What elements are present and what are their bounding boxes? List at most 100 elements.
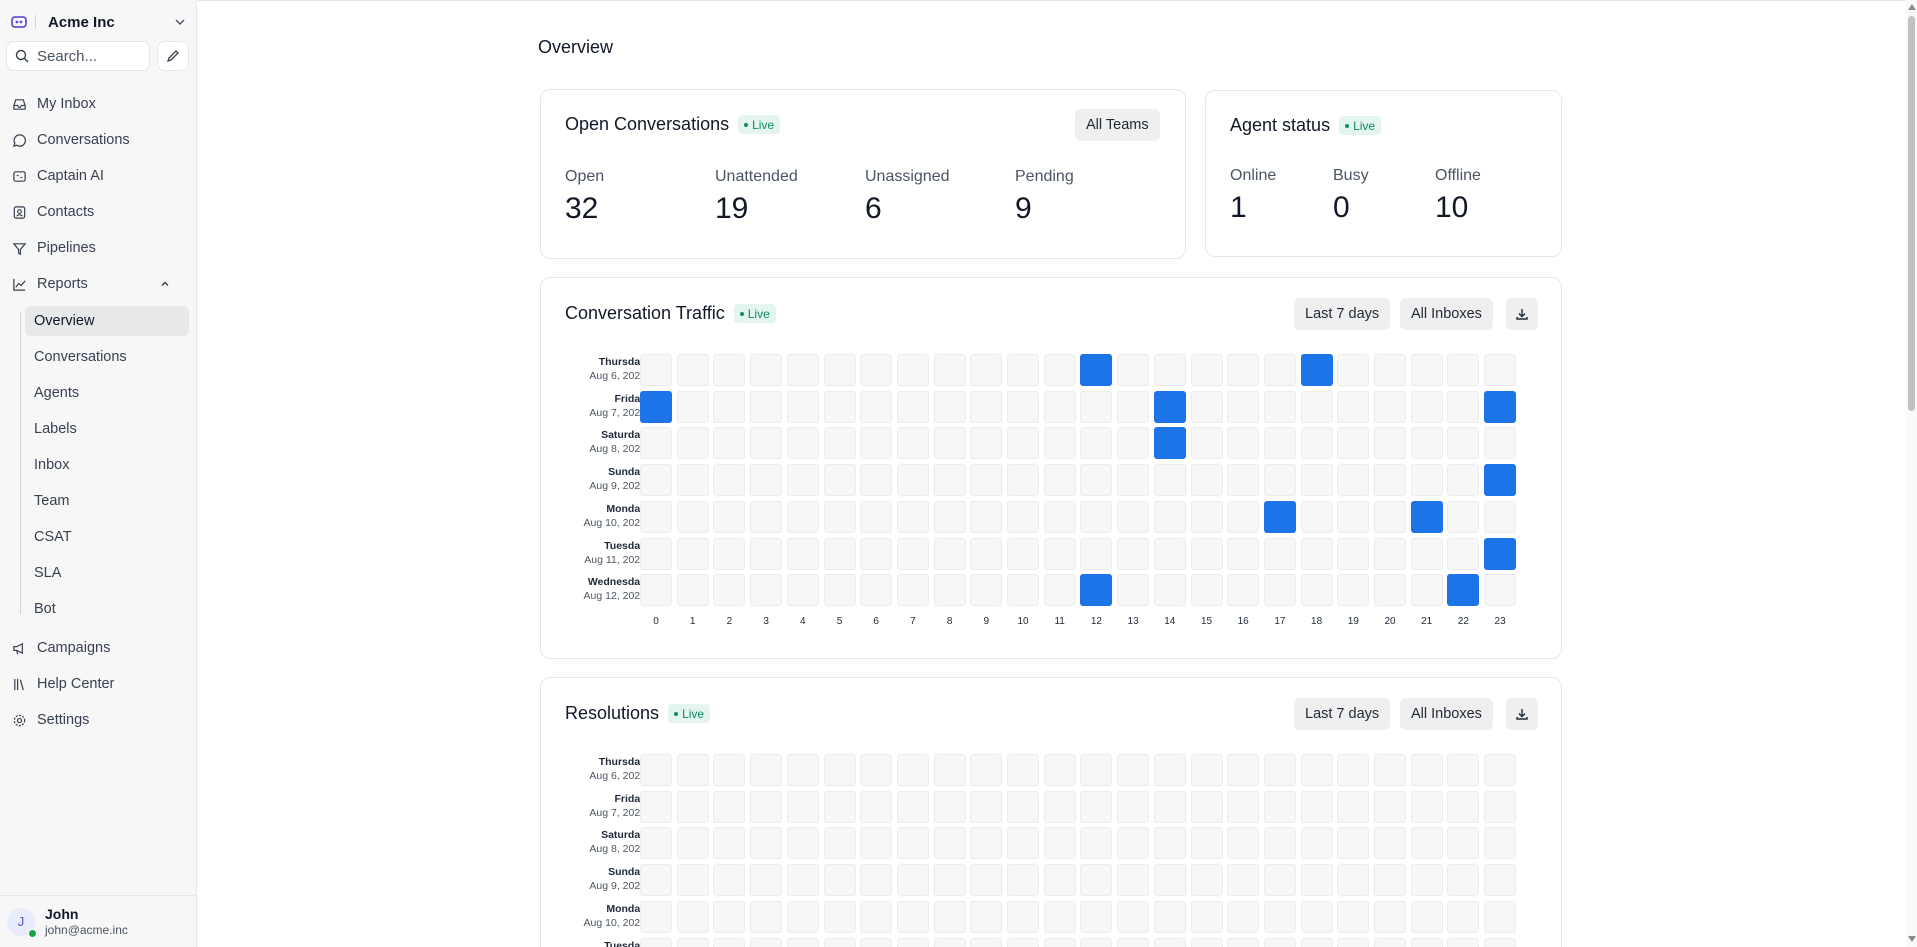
heatmap-cell-row5-hour22[interactable] xyxy=(1447,537,1480,570)
heatmap-cell-row2-hour0[interactable] xyxy=(640,827,672,860)
heatmap-cell-row3-hour10[interactable] xyxy=(1007,864,1039,897)
heatmap-cell-row2-hour16[interactable] xyxy=(1227,427,1260,460)
heatmap-cell-row1-hour22[interactable] xyxy=(1447,790,1480,823)
heatmap-cell-row1-hour1[interactable] xyxy=(676,390,709,423)
heatmap-cell-row3-hour16[interactable] xyxy=(1227,864,1260,897)
heatmap-cell-row4-hour22[interactable] xyxy=(1447,500,1480,533)
heatmap-cell-row5-hour18[interactable] xyxy=(1300,537,1333,570)
heatmap-cell-row1-hour17[interactable] xyxy=(1263,790,1296,823)
heatmap-cell-row0-hour21[interactable] xyxy=(1410,354,1443,386)
heatmap-cell-row1-hour4[interactable] xyxy=(786,790,819,823)
heatmap-cell-row5-hour16[interactable] xyxy=(1227,537,1260,570)
heatmap-cell-row0-hour22[interactable] xyxy=(1447,754,1480,786)
heatmap-cell-row4-hour13[interactable] xyxy=(1117,500,1150,533)
heatmap-cell-row4-hour11[interactable] xyxy=(1043,900,1076,933)
heatmap-cell-row1-hour0[interactable] xyxy=(640,790,672,823)
heatmap-cell-row1-hour17[interactable] xyxy=(1263,390,1296,423)
heatmap-cell-row2-hour18[interactable] xyxy=(1300,827,1333,860)
heatmap-cell-row4-hour1[interactable] xyxy=(676,900,709,933)
scroll-down-arrow-icon[interactable] xyxy=(1908,936,1916,942)
heatmap-cell-row0-hour1[interactable] xyxy=(676,354,709,386)
nav-reports[interactable]: Reports xyxy=(6,269,190,299)
heatmap-cell-row5-hour6[interactable] xyxy=(860,537,893,570)
heatmap-cell-row1-hour11[interactable] xyxy=(1043,790,1076,823)
heatmap-cell-row0-hour10[interactable] xyxy=(1007,354,1039,386)
heatmap-cell-row2-hour12[interactable] xyxy=(1080,427,1113,460)
heatmap-cell-row5-hour3[interactable] xyxy=(750,937,783,947)
heatmap-cell-row6-hour12[interactable] xyxy=(1080,574,1113,607)
heatmap-cell-row3-hour21[interactable] xyxy=(1410,464,1443,497)
heatmap-cell-row0-hour13[interactable] xyxy=(1117,754,1150,786)
heatmap-cell-row4-hour16[interactable] xyxy=(1227,900,1260,933)
heatmap-cell-row3-hour9[interactable] xyxy=(970,864,1003,897)
heatmap-cell-row3-hour5[interactable] xyxy=(823,864,856,897)
sub-sla[interactable]: SLA xyxy=(25,558,189,588)
heatmap-cell-row4-hour13[interactable] xyxy=(1117,900,1150,933)
heatmap-cell-row2-hour18[interactable] xyxy=(1300,427,1333,460)
heatmap-cell-row0-hour22[interactable] xyxy=(1447,354,1480,386)
heatmap-cell-row6-hour3[interactable] xyxy=(750,574,783,607)
heatmap-cell-row3-hour3[interactable] xyxy=(750,864,783,897)
download-button[interactable] xyxy=(1506,298,1538,330)
heatmap-cell-row2-hour14[interactable] xyxy=(1153,427,1186,460)
heatmap-cell-row5-hour13[interactable] xyxy=(1117,537,1150,570)
heatmap-cell-row2-hour6[interactable] xyxy=(860,427,893,460)
heatmap-cell-row0-hour11[interactable] xyxy=(1043,354,1076,386)
heatmap-cell-row1-hour6[interactable] xyxy=(860,790,893,823)
heatmap-cell-row6-hour21[interactable] xyxy=(1410,574,1443,607)
heatmap-cell-row0-hour6[interactable] xyxy=(860,354,893,386)
heatmap-cell-row5-hour6[interactable] xyxy=(860,937,893,947)
heatmap-cell-row5-hour19[interactable] xyxy=(1337,537,1370,570)
heatmap-cell-row4-hour18[interactable] xyxy=(1300,500,1333,533)
heatmap-cell-row0-hour8[interactable] xyxy=(933,754,966,786)
heatmap-cell-row4-hour3[interactable] xyxy=(750,500,783,533)
heatmap-cell-row2-hour5[interactable] xyxy=(823,427,856,460)
heatmap-cell-row6-hour16[interactable] xyxy=(1227,574,1260,607)
workspace-switcher[interactable]: Acme Inc xyxy=(8,8,192,36)
heatmap-cell-row3-hour15[interactable] xyxy=(1190,864,1223,897)
heatmap-cell-row0-hour8[interactable] xyxy=(933,354,966,386)
heatmap-cell-row5-hour15[interactable] xyxy=(1190,937,1223,947)
team-filter-button[interactable]: All Teams xyxy=(1075,109,1160,141)
heatmap-cell-row1-hour8[interactable] xyxy=(933,790,966,823)
heatmap-cell-row1-hour7[interactable] xyxy=(896,790,929,823)
heatmap-cell-row4-hour23[interactable] xyxy=(1484,500,1517,533)
heatmap-cell-row0-hour3[interactable] xyxy=(750,754,783,786)
heatmap-cell-row5-hour2[interactable] xyxy=(713,537,746,570)
heatmap-cell-row1-hour18[interactable] xyxy=(1300,390,1333,423)
heatmap-cell-row2-hour15[interactable] xyxy=(1190,827,1223,860)
user-profile[interactable]: J John john@acme.inc xyxy=(0,895,197,947)
heatmap-cell-row0-hour11[interactable] xyxy=(1043,754,1076,786)
heatmap-cell-row0-hour0[interactable] xyxy=(640,754,672,786)
heatmap-cell-row3-hour21[interactable] xyxy=(1410,864,1443,897)
heatmap-cell-row5-hour16[interactable] xyxy=(1227,937,1260,947)
heatmap-cell-row1-hour16[interactable] xyxy=(1227,390,1260,423)
heatmap-cell-row5-hour22[interactable] xyxy=(1447,937,1480,947)
heatmap-cell-row3-hour11[interactable] xyxy=(1043,864,1076,897)
heatmap-cell-row1-hour15[interactable] xyxy=(1190,790,1223,823)
heatmap-cell-row0-hour14[interactable] xyxy=(1153,354,1186,386)
heatmap-cell-row4-hour15[interactable] xyxy=(1190,500,1223,533)
heatmap-cell-row1-hour12[interactable] xyxy=(1080,390,1113,423)
heatmap-cell-row0-hour4[interactable] xyxy=(786,354,819,386)
heatmap-cell-row4-hour18[interactable] xyxy=(1300,900,1333,933)
heatmap-cell-row1-hour19[interactable] xyxy=(1337,390,1370,423)
heatmap-cell-row3-hour4[interactable] xyxy=(786,864,819,897)
heatmap-cell-row1-hour3[interactable] xyxy=(750,790,783,823)
heatmap-cell-row5-hour4[interactable] xyxy=(786,937,819,947)
heatmap-cell-row4-hour12[interactable] xyxy=(1080,500,1113,533)
heatmap-cell-row6-hour0[interactable] xyxy=(640,574,672,607)
heatmap-cell-row3-hour1[interactable] xyxy=(676,864,709,897)
heatmap-cell-row3-hour12[interactable] xyxy=(1080,464,1113,497)
heatmap-cell-row0-hour0[interactable] xyxy=(640,354,672,386)
heatmap-cell-row3-hour6[interactable] xyxy=(860,864,893,897)
vertical-scrollbar[interactable] xyxy=(1906,0,1917,947)
heatmap-cell-row5-hour1[interactable] xyxy=(676,537,709,570)
sub-bot[interactable]: Bot xyxy=(25,594,189,624)
heatmap-cell-row2-hour20[interactable] xyxy=(1374,827,1406,860)
heatmap-cell-row1-hour7[interactable] xyxy=(896,390,929,423)
heatmap-cell-row6-hour7[interactable] xyxy=(896,574,929,607)
heatmap-cell-row2-hour2[interactable] xyxy=(713,827,746,860)
heatmap-cell-row3-hour9[interactable] xyxy=(970,464,1003,497)
heatmap-cell-row0-hour16[interactable] xyxy=(1227,754,1260,786)
